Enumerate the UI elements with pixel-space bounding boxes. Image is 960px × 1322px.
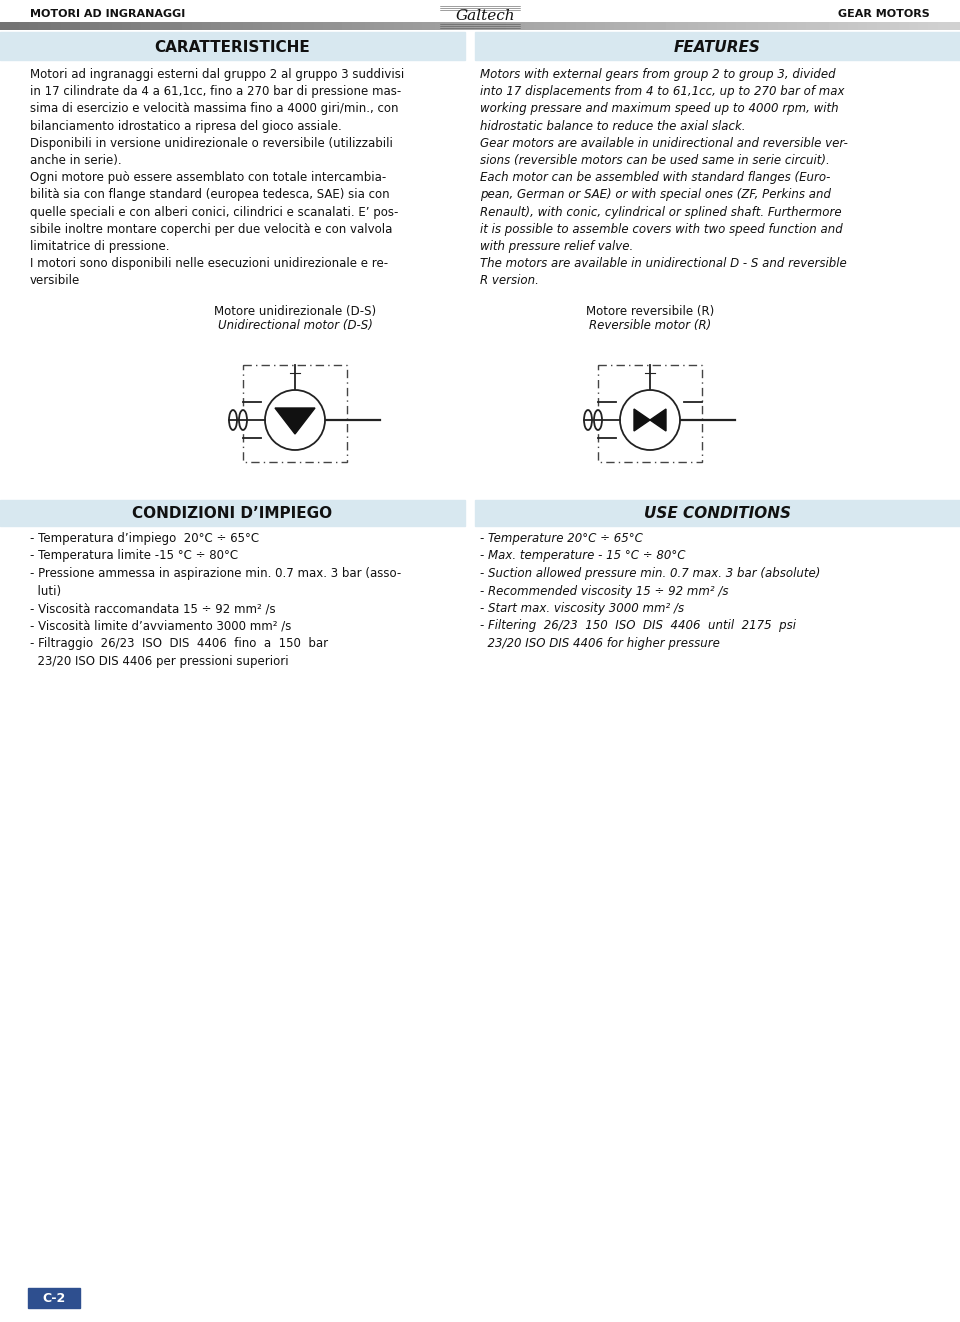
Circle shape [265, 390, 325, 449]
Text: Motore reversibile (R): Motore reversibile (R) [586, 305, 714, 319]
Text: FEATURES: FEATURES [674, 40, 760, 54]
Text: MOTORI AD INGRANAGGI: MOTORI AD INGRANAGGI [30, 9, 185, 19]
Text: Motori ad ingranaggi esterni dal gruppo 2 al gruppo 3 suddivisi
in 17 cilindrate: Motori ad ingranaggi esterni dal gruppo … [30, 67, 404, 253]
Text: Motors with external gears from group 2 to group 3, divided
into 17 displacement: Motors with external gears from group 2 … [480, 67, 848, 253]
Text: C-2: C-2 [42, 1293, 65, 1306]
Text: Motore unidirezionale (D-S): Motore unidirezionale (D-S) [214, 305, 376, 319]
Ellipse shape [584, 410, 592, 430]
Ellipse shape [229, 410, 237, 430]
Text: - Temperature 20°C ÷ 65°C
- Max. temperature - 15 °C ÷ 80°C
- Suction allowed pr: - Temperature 20°C ÷ 65°C - Max. tempera… [480, 531, 821, 650]
Ellipse shape [594, 410, 602, 430]
Bar [475, 500, 960, 526]
Text: Unidirectional motor (D-S): Unidirectional motor (D-S) [218, 319, 372, 332]
Text: CONDIZIONI D’IMPIEGO: CONDIZIONI D’IMPIEGO [132, 506, 332, 521]
Polygon shape [275, 408, 315, 434]
Text: The motors are available in unidirectional D - S and reversible
R version.: The motors are available in unidirection… [480, 256, 847, 287]
Text: GEAR MOTORS: GEAR MOTORS [838, 9, 930, 19]
Bar [0, 32, 465, 59]
Polygon shape [650, 408, 666, 431]
Polygon shape [634, 408, 650, 431]
Text: Reversible motor (R): Reversible motor (R) [588, 319, 711, 332]
Text: CARATTERISTICHE: CARATTERISTICHE [155, 40, 310, 54]
Bar [28, 1288, 80, 1307]
Circle shape [620, 390, 680, 449]
Text: Galtech: Galtech [455, 9, 515, 22]
Bar [475, 32, 960, 59]
Text: - Temperatura d’impiego  20°C ÷ 65°C
- Temperatura limite -15 °C ÷ 80°C
- Pressi: - Temperatura d’impiego 20°C ÷ 65°C - Te… [30, 531, 401, 668]
Text: I motori sono disponibili nelle esecuzioni unidirezionale e re-
versibile: I motori sono disponibili nelle esecuzio… [30, 256, 388, 287]
Bar [0, 500, 465, 526]
Text: USE CONDITIONS: USE CONDITIONS [643, 506, 790, 521]
Ellipse shape [239, 410, 247, 430]
